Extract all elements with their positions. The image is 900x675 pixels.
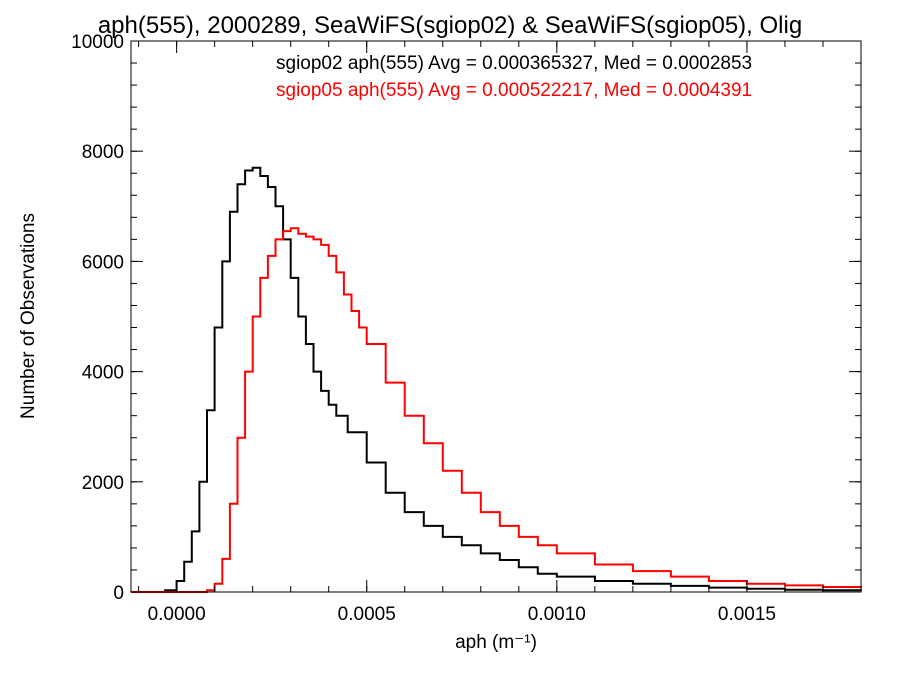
y-tick-label: 4000: [82, 363, 124, 384]
x-tick-label: 0.0005: [338, 604, 396, 625]
y-tick-label: 2000: [82, 473, 124, 494]
y-tick-label: 0: [113, 583, 124, 604]
x-tick-label: 0.0010: [528, 604, 586, 625]
x-tick-label: 0.0015: [718, 604, 776, 625]
legend-annotation-sgiop05: sgiop05 aph(555) Avg = 0.000522217, Med …: [276, 80, 752, 101]
y-tick-label: 6000: [82, 252, 124, 273]
y-axis-label: Number of Observations: [18, 213, 39, 419]
plot-frame: [130, 40, 862, 593]
x-tick-label: 0.0000: [148, 604, 206, 625]
chart-title: aph(555), 2000289, SeaWiFS(sgiop02) & Se…: [98, 12, 802, 39]
series-line-sgiop02: [131, 166, 862, 593]
series-line-sgiop05: [131, 227, 862, 593]
y-tick-label: 8000: [82, 142, 124, 163]
series-layer: [131, 166, 862, 593]
ticks-layer: 0.0000 0.0005 0.0010 0.0015 0 2000 4000 6000 800…: [71, 32, 862, 625]
legend-annotation-sgiop02: sgiop02 aph(555) Avg = 0.000365327, Med …: [276, 53, 752, 74]
x-axis-label: aph (m⁻¹): [455, 632, 537, 653]
y-tick-label: 10000: [71, 32, 124, 53]
